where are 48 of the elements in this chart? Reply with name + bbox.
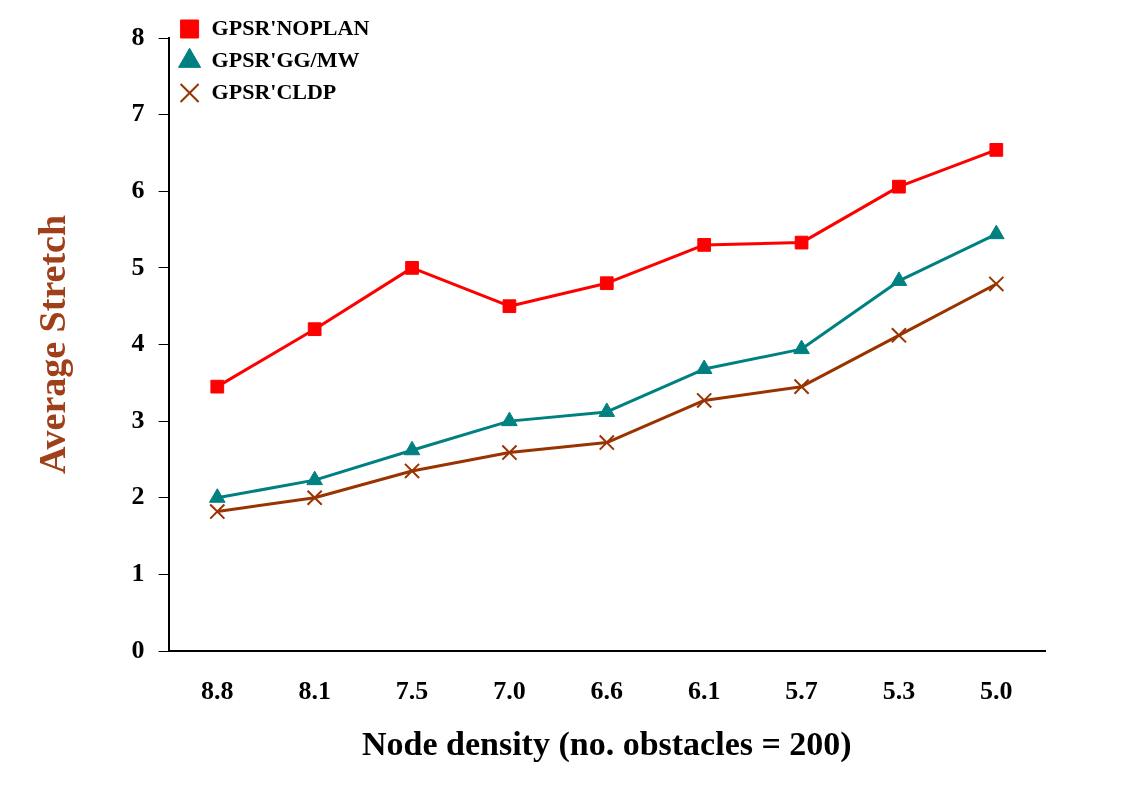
x-axis-title: Node density (no. obstacles = 200) [361,725,852,764]
y-axis-title: Average Stretch [30,214,73,475]
point [405,261,419,275]
point [306,470,323,486]
point [502,299,517,314]
x-tick-label: 8.1 [298,676,331,706]
point [598,434,615,451]
y-tick-label: 2 [131,481,145,511]
x-tick-label: 6.1 [687,676,721,706]
x-tick-label: 5.7 [785,676,818,706]
x-tick-label: 5.3 [882,676,916,706]
point [209,503,226,520]
legend-label: GPSR'GG/MW [211,46,360,72]
y-tick-label: 3 [131,404,145,434]
x-tick-label: 7.5 [395,676,429,706]
point [306,489,323,506]
point [307,322,322,337]
x-tick-label: 5.0 [980,676,1013,706]
point [695,359,713,375]
point [501,444,518,461]
point [793,378,810,395]
y-tick-label: 4 [131,328,145,358]
point [210,379,225,394]
point [989,143,1004,157]
point [598,402,616,417]
y-tick-label: 6 [131,174,145,204]
point [697,238,712,252]
legend-label: GPSR'NOPLAN [211,14,370,40]
x-tick-label: 6.6 [590,676,624,706]
point [793,339,810,355]
x-tick-label: 8.8 [201,676,234,706]
y-tick-label: 5 [131,251,145,281]
point [892,179,906,194]
y-tick-label: 1 [131,558,145,588]
point [696,392,713,409]
legend-label: GPSR'CLDP [211,78,337,104]
point [599,276,614,291]
point [403,440,421,456]
point [209,488,226,503]
point [403,462,421,479]
point [501,411,518,427]
point [988,275,1005,293]
y-tick-label: 7 [131,98,145,128]
point [794,235,809,250]
y-tick-label: 8 [131,21,145,51]
y-tick-label: 0 [131,634,145,664]
point [890,327,907,344]
x-tick-label: 7.0 [493,676,526,706]
